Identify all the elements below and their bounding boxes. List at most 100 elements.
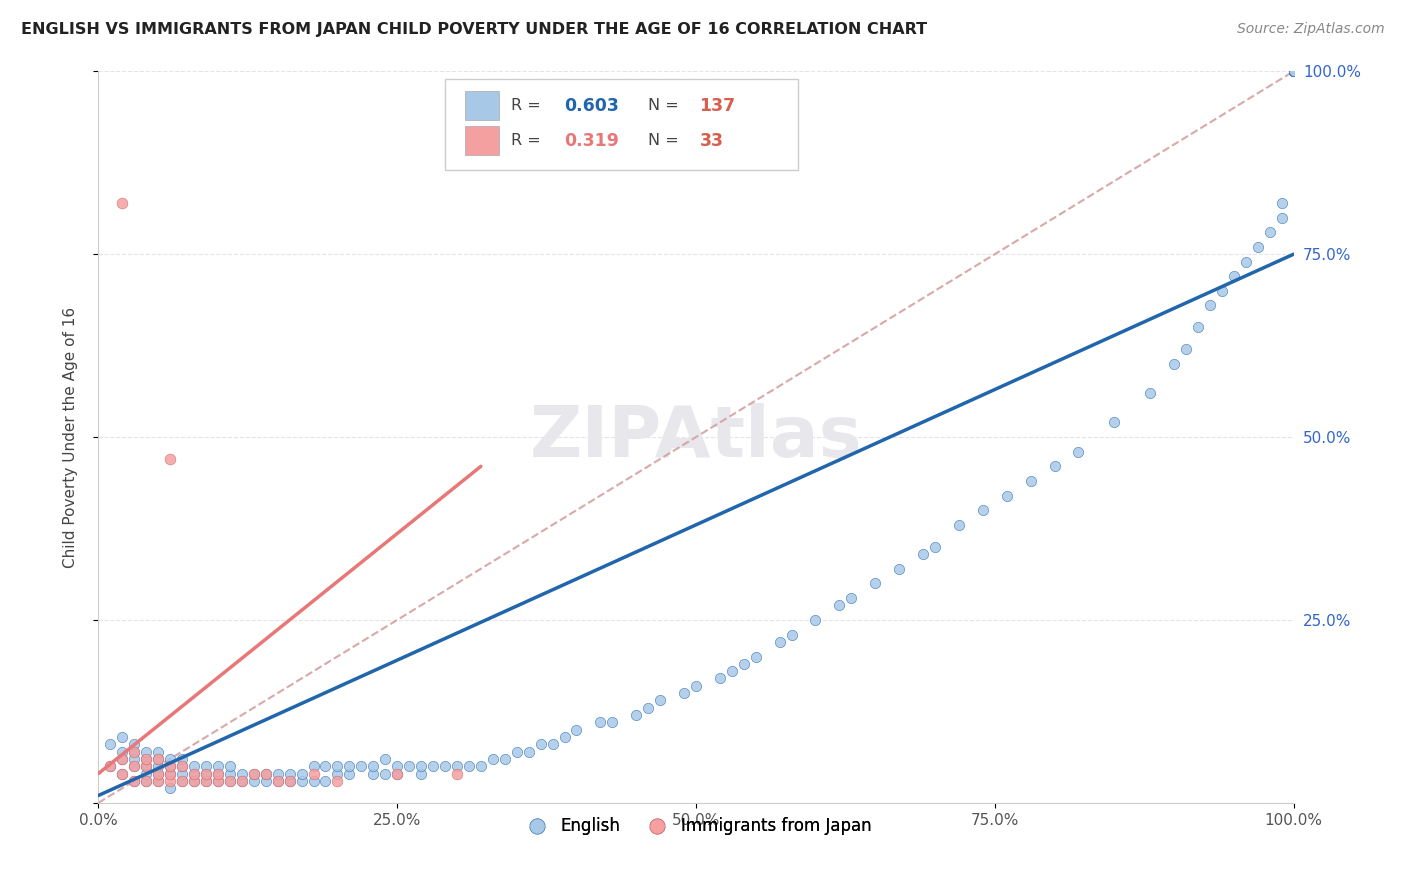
Point	[385, 766, 409, 780]
Point	[411, 759, 433, 773]
Point	[565, 723, 588, 737]
Point	[1067, 444, 1090, 458]
FancyBboxPatch shape	[446, 78, 797, 170]
Point	[1282, 64, 1305, 78]
Point	[243, 766, 266, 780]
Point	[1282, 64, 1305, 78]
Point	[302, 766, 325, 780]
Point	[589, 715, 612, 730]
Point	[111, 752, 134, 766]
Point	[1104, 416, 1126, 430]
Point	[159, 766, 181, 780]
Text: ENGLISH VS IMMIGRANTS FROM JAPAN CHILD POVERTY UNDER THE AGE OF 16 CORRELATION C: ENGLISH VS IMMIGRANTS FROM JAPAN CHILD P…	[21, 22, 927, 37]
Point	[1282, 64, 1305, 78]
Point	[135, 773, 157, 788]
Point	[721, 664, 744, 678]
Point	[148, 773, 170, 788]
Point	[422, 759, 444, 773]
Point	[172, 759, 194, 773]
Point	[172, 766, 194, 780]
Point	[709, 672, 731, 686]
Point	[446, 759, 468, 773]
Point	[1199, 298, 1222, 312]
Point	[207, 773, 229, 788]
Point	[315, 759, 337, 773]
Point	[254, 766, 277, 780]
Point	[1258, 225, 1281, 239]
Point	[1139, 386, 1161, 401]
Point	[135, 745, 157, 759]
Point	[135, 766, 157, 780]
Point	[339, 759, 361, 773]
Text: N =: N =	[648, 133, 685, 148]
Point	[626, 708, 648, 723]
Point	[363, 766, 385, 780]
Point	[1282, 64, 1305, 78]
Point	[267, 773, 290, 788]
Point	[637, 700, 659, 714]
Point	[648, 693, 672, 707]
Point	[865, 576, 887, 591]
Point	[172, 773, 194, 788]
Point	[148, 766, 170, 780]
Point	[124, 745, 146, 759]
Point	[159, 781, 181, 796]
Point	[889, 562, 911, 576]
Text: Source: ZipAtlas.com: Source: ZipAtlas.com	[1237, 22, 1385, 37]
Point	[159, 752, 181, 766]
Point	[506, 745, 529, 759]
Point	[1019, 474, 1042, 488]
Point	[159, 759, 181, 773]
Point	[111, 730, 134, 744]
Point	[159, 452, 181, 467]
Point	[804, 613, 827, 627]
Point	[302, 773, 325, 788]
Point	[183, 773, 205, 788]
Point	[326, 773, 349, 788]
Point	[828, 599, 851, 613]
Point	[124, 773, 146, 788]
Point	[385, 759, 409, 773]
Point	[231, 773, 253, 788]
Point	[195, 766, 218, 780]
Y-axis label: Child Poverty Under the Age of 16: Child Poverty Under the Age of 16	[63, 307, 77, 567]
Point	[124, 773, 146, 788]
Point	[554, 730, 576, 744]
Point	[254, 773, 277, 788]
Point	[458, 759, 481, 773]
Point	[374, 752, 396, 766]
Point	[148, 773, 170, 788]
Point	[124, 759, 146, 773]
Point	[924, 540, 946, 554]
Point	[350, 759, 373, 773]
Point	[195, 773, 218, 788]
Point	[948, 517, 970, 532]
Point	[972, 503, 994, 517]
Point	[111, 766, 134, 780]
Point	[135, 759, 157, 773]
Point	[124, 752, 146, 766]
Point	[159, 773, 181, 788]
Point	[231, 766, 253, 780]
Point	[135, 752, 157, 766]
Point	[278, 766, 301, 780]
Text: N =: N =	[648, 98, 685, 113]
Point	[1223, 269, 1246, 284]
Point	[207, 759, 229, 773]
Text: R =: R =	[510, 133, 546, 148]
FancyBboxPatch shape	[465, 91, 499, 120]
Point	[768, 635, 790, 649]
Point	[1282, 64, 1305, 78]
Point	[1187, 320, 1209, 334]
Point	[207, 773, 229, 788]
Point	[363, 759, 385, 773]
Point	[1282, 64, 1305, 78]
Point	[302, 759, 325, 773]
Point	[1282, 64, 1305, 78]
Point	[434, 759, 457, 773]
Point	[148, 752, 170, 766]
Point	[517, 745, 540, 759]
Point	[135, 773, 157, 788]
Point	[1163, 357, 1185, 371]
Point	[1282, 64, 1305, 78]
